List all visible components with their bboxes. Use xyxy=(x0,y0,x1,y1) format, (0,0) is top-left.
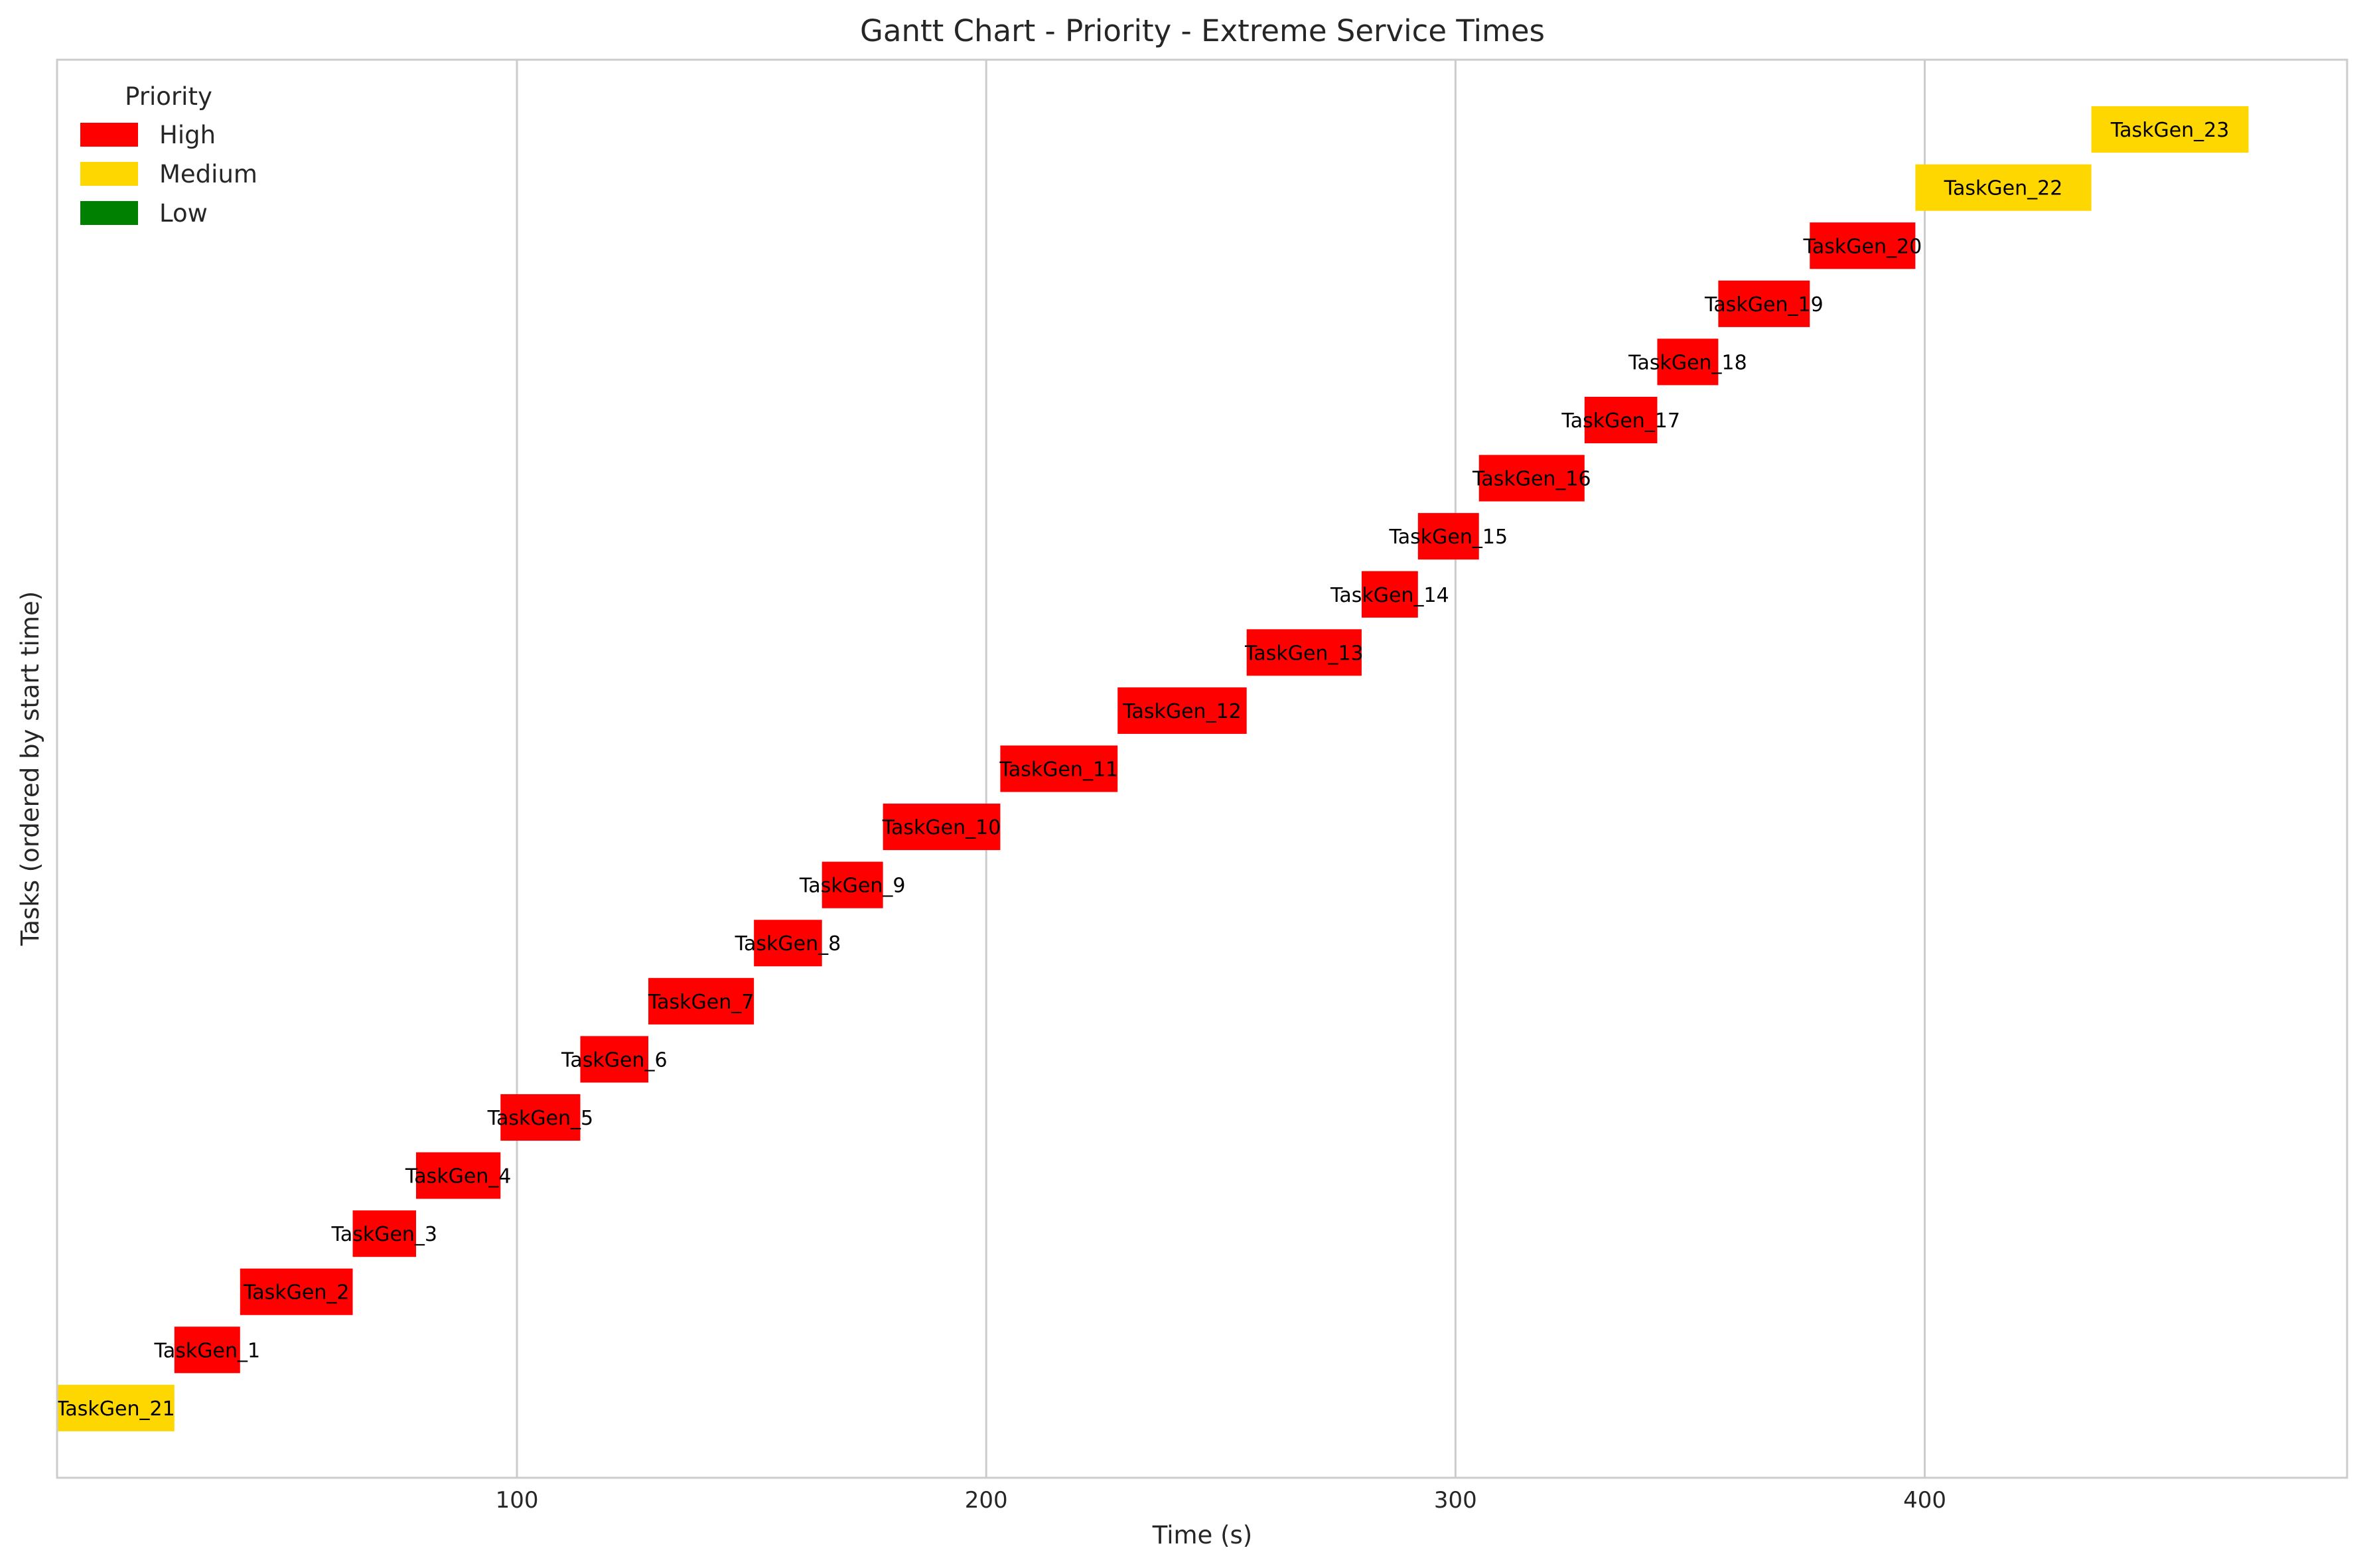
legend-label-medium: Medium xyxy=(159,160,257,188)
legend-swatch-low xyxy=(80,201,138,225)
chart-title: Gantt Chart - Priority - Extreme Service… xyxy=(860,13,1545,48)
task-bar xyxy=(240,1268,353,1315)
x-tick-label: 300 xyxy=(1434,1487,1477,1514)
task-label: TaskGen_23 xyxy=(2110,119,2230,142)
task-bar xyxy=(648,977,754,1025)
task-label: TaskGen_18 xyxy=(1628,351,1747,374)
x-tick-label: 400 xyxy=(1903,1487,1946,1514)
legend: Priority High Medium Low xyxy=(80,82,257,228)
task-bar xyxy=(2091,106,2249,153)
task-bar xyxy=(1718,280,1810,327)
task-bar xyxy=(57,1384,175,1431)
task-label: TaskGen_19 xyxy=(1704,293,1824,317)
task-label: TaskGen_8 xyxy=(735,932,841,956)
task-bar xyxy=(1810,222,1916,269)
task-bar xyxy=(415,1152,501,1199)
x-tick-label: 100 xyxy=(496,1487,539,1514)
task-label: TaskGen_13 xyxy=(1244,642,1364,665)
task-bar xyxy=(754,920,822,967)
task-label: TaskGen_14 xyxy=(1330,584,1449,607)
task-bar xyxy=(1117,687,1247,734)
y-axis-label: Tasks (ordered by start time) xyxy=(16,591,44,946)
task-bar xyxy=(352,1210,416,1257)
task-label: TaskGen_9 xyxy=(799,875,906,898)
task-label: TaskGen_20 xyxy=(1803,235,1922,258)
plot-background xyxy=(57,60,2347,1478)
x-tick-label: 200 xyxy=(965,1487,1008,1514)
task-bar xyxy=(883,804,1001,851)
task-bar xyxy=(1361,571,1418,618)
task-label: TaskGen_6 xyxy=(561,1048,668,1072)
task-bar xyxy=(500,1094,581,1141)
task-bar xyxy=(580,1036,649,1083)
task-label: TaskGen_1 xyxy=(154,1339,261,1362)
task-bar xyxy=(1478,455,1585,502)
task-label: TaskGen_11 xyxy=(999,758,1118,782)
legend-swatch-medium xyxy=(80,162,138,186)
task-label: TaskGen_22 xyxy=(1944,177,2063,200)
task-label: TaskGen_12 xyxy=(1122,700,1242,723)
legend-label-high: High xyxy=(159,121,216,149)
task-label: TaskGen_5 xyxy=(487,1107,594,1130)
task-bar xyxy=(1915,164,2092,211)
x-tick-labels: 100 200 300 400 xyxy=(496,1487,1946,1514)
plot-frame xyxy=(56,58,2348,1479)
task-bar xyxy=(1657,338,1719,386)
task-bar xyxy=(822,861,883,908)
x-axis-label: Time (s) xyxy=(1152,1521,1252,1549)
task-label: TaskGen_2 xyxy=(243,1281,350,1305)
legend-swatch-high xyxy=(80,123,138,147)
task-label: TaskGen_10 xyxy=(882,816,1001,839)
task-label: TaskGen_21 xyxy=(56,1397,175,1421)
task-label: TaskGen_4 xyxy=(405,1165,512,1188)
task-label: TaskGen_7 xyxy=(648,991,754,1014)
plot-area: TaskGen_21 TaskGen_1 TaskGen_2 TaskGen_3 Tas… xyxy=(56,58,2348,1479)
task-bars: TaskGen_21 TaskGen_1 TaskGen_2 TaskGen_3 Tas… xyxy=(56,106,2249,1431)
task-bar xyxy=(1417,513,1479,560)
task-bar xyxy=(1000,745,1118,792)
task-bar xyxy=(1584,396,1658,444)
legend-title: Priority xyxy=(125,82,212,111)
task-bar xyxy=(1246,629,1362,676)
task-label: TaskGen_3 xyxy=(330,1223,437,1246)
gridlines xyxy=(516,60,1926,1478)
task-bar xyxy=(174,1326,240,1374)
task-label: TaskGen_16 xyxy=(1472,468,1591,491)
legend-label-low: Low xyxy=(159,199,208,228)
task-label: TaskGen_17 xyxy=(1561,409,1680,433)
task-label: TaskGen_15 xyxy=(1388,526,1508,549)
